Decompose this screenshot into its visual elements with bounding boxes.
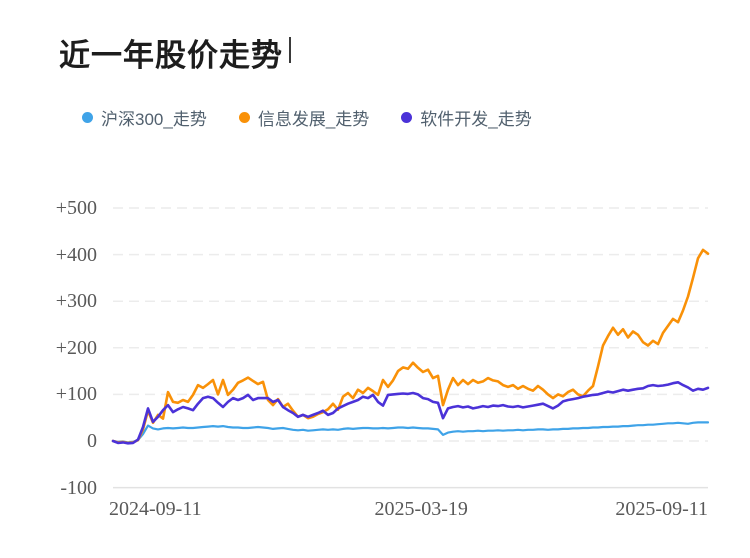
y-tick-label: +400 bbox=[55, 243, 97, 266]
y-tick-label: +200 bbox=[55, 336, 97, 359]
series-line-1 bbox=[111, 248, 710, 445]
legend-item-hs300[interactable]: 沪深300_走势 bbox=[82, 105, 207, 130]
legend-label: 信息发展_走势 bbox=[257, 110, 370, 129]
legend-dot-icon bbox=[238, 112, 250, 123]
legend-label: 软件开发_走势 bbox=[420, 110, 532, 129]
y-tick-label: +100 bbox=[55, 383, 97, 406]
x-tick-label: 2024-09-11 bbox=[109, 498, 202, 520]
x-tick-label: 2025-09-11 bbox=[615, 498, 708, 520]
y-tick-label: 0 bbox=[87, 430, 97, 452]
legend-item-ruanjiankaifa[interactable]: 软件开发_走势 bbox=[401, 105, 532, 130]
legend-dot-icon bbox=[401, 112, 413, 123]
legend-dot-icon bbox=[82, 112, 93, 123]
x-tick-label: 2025-03-19 bbox=[374, 498, 468, 520]
legend-item-xinxifazhan[interactable]: 信息发展_走势 bbox=[238, 105, 370, 130]
y-tick-label: -100 bbox=[60, 476, 97, 499]
legend-label: 沪深300_走势 bbox=[101, 110, 207, 129]
series-line-2 bbox=[111, 380, 710, 445]
title-caret bbox=[289, 37, 291, 63]
chart-legend: 沪深300_走势 信息发展_走势 软件开发_走势 bbox=[82, 105, 532, 130]
y-tick-label: +300 bbox=[55, 290, 97, 313]
page-title: 近一年股价走势 bbox=[59, 38, 283, 73]
series-line-0 bbox=[111, 421, 710, 444]
y-tick-label: +500 bbox=[55, 197, 97, 219]
